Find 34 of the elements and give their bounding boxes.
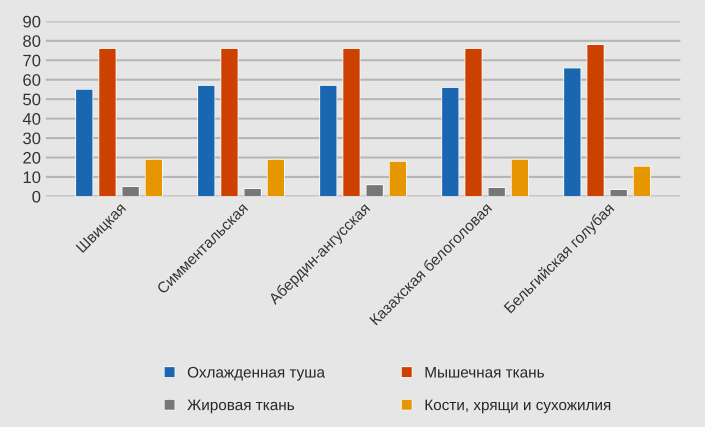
y-tick-label: 30 xyxy=(23,132,40,144)
legend-label: Кости, хрящи и сухожилия xyxy=(426,400,610,414)
bar xyxy=(75,89,94,196)
y-tick-label: 60 xyxy=(23,74,40,86)
bar xyxy=(342,48,360,196)
bar xyxy=(586,44,604,196)
legend-label: Жировая ткань xyxy=(187,400,294,414)
y-tick-label: 80 xyxy=(23,35,40,48)
bar xyxy=(610,189,628,196)
bar xyxy=(197,85,216,196)
bar xyxy=(510,159,529,196)
bar xyxy=(488,187,506,196)
bar xyxy=(441,87,460,196)
legend-label: Мышечная ткань xyxy=(426,366,544,378)
y-tick-label: 10 xyxy=(24,171,40,184)
bar xyxy=(366,184,384,196)
bar xyxy=(464,48,482,196)
bar xyxy=(244,188,262,196)
y-tick-label: 40 xyxy=(22,113,40,125)
bar xyxy=(98,48,116,196)
y-tick-label: 70 xyxy=(23,54,40,66)
bar xyxy=(266,159,285,196)
y-tick-label: 20 xyxy=(23,152,40,164)
bar xyxy=(388,161,407,196)
bar xyxy=(633,166,651,196)
bar xyxy=(144,159,163,196)
y-tick-label: 90 xyxy=(23,16,40,28)
y-tick-label: 50 xyxy=(23,94,40,106)
y-tick-label: 0 xyxy=(32,190,40,203)
bar xyxy=(122,186,140,196)
bar xyxy=(220,48,238,196)
bar xyxy=(563,68,582,196)
bar xyxy=(319,85,338,196)
legend-label: Охлажденная туша xyxy=(188,366,325,381)
